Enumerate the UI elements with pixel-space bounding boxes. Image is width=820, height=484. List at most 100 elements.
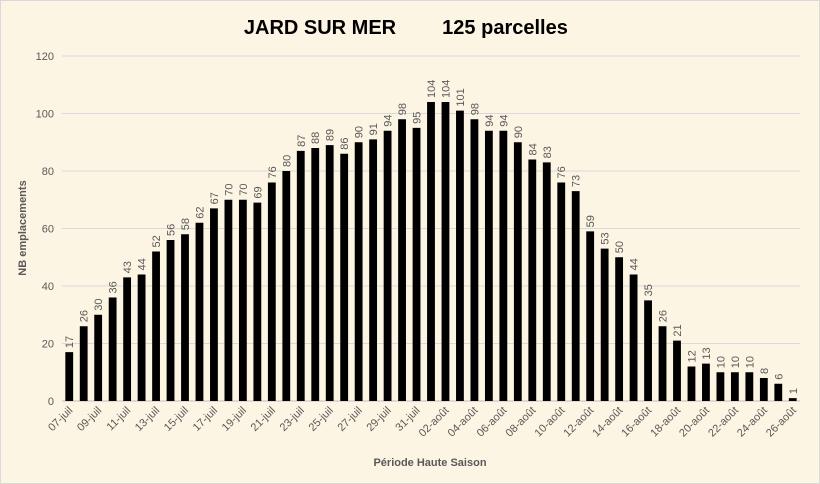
data-label: 95 — [412, 112, 424, 124]
bar — [745, 372, 754, 401]
bar — [484, 130, 493, 401]
data-label: 36 — [108, 281, 120, 293]
data-label: 1 — [788, 388, 800, 394]
bar — [542, 162, 551, 401]
data-label: 52 — [151, 235, 163, 247]
data-label: 76 — [267, 166, 279, 178]
data-label: 94 — [383, 115, 395, 127]
data-label: 26 — [658, 310, 670, 322]
data-label: 8 — [759, 368, 771, 374]
data-label: 44 — [137, 258, 149, 270]
y-tick-label: 100 — [36, 109, 54, 121]
bar — [629, 274, 638, 401]
bar — [759, 378, 768, 401]
bar — [354, 142, 363, 401]
chart-subtitle: 125 parcelles — [442, 17, 568, 39]
bar — [282, 171, 291, 401]
bar — [65, 352, 74, 401]
bar — [325, 145, 334, 401]
y-tick-label: 0 — [48, 396, 54, 408]
bar — [441, 102, 450, 401]
data-label: 50 — [614, 241, 626, 253]
y-tick-label: 60 — [42, 224, 54, 236]
data-label: 80 — [281, 155, 293, 167]
bar — [528, 159, 537, 401]
bar — [340, 153, 349, 401]
data-label: 70 — [238, 184, 250, 196]
data-label: 30 — [93, 299, 105, 311]
bar — [571, 191, 580, 401]
data-label: 89 — [325, 129, 337, 141]
bar — [152, 251, 160, 401]
data-label: 56 — [166, 224, 178, 236]
data-label: 76 — [556, 166, 568, 178]
data-label: 84 — [527, 143, 539, 155]
bar — [427, 102, 435, 401]
y-tick-label: 120 — [36, 51, 54, 63]
y-tick-label: 40 — [42, 281, 54, 293]
bar — [615, 257, 624, 401]
bar — [470, 119, 479, 401]
y-tick-label: 20 — [42, 339, 54, 351]
data-label: 87 — [296, 135, 308, 147]
bar — [79, 326, 88, 401]
bar — [687, 366, 696, 401]
data-label: 12 — [686, 350, 698, 362]
data-label: 98 — [397, 103, 409, 115]
bar — [311, 148, 320, 401]
data-label: 13 — [701, 347, 713, 359]
bar — [267, 182, 276, 401]
data-label: 67 — [209, 192, 221, 204]
data-label: 73 — [571, 175, 583, 187]
y-axis-title: NB emplacements — [17, 180, 29, 275]
bar — [166, 240, 175, 401]
bar — [788, 398, 797, 401]
bar — [456, 110, 464, 401]
bar — [644, 300, 652, 401]
bar — [658, 326, 667, 401]
data-label: 98 — [469, 103, 481, 115]
bar — [586, 231, 595, 401]
data-label: 86 — [339, 138, 351, 150]
bar — [296, 150, 305, 401]
bar — [94, 314, 103, 401]
data-label: 10 — [715, 356, 727, 368]
data-label: 90 — [354, 126, 366, 138]
data-label: 26 — [79, 310, 91, 322]
bar — [123, 277, 132, 401]
data-label: 10 — [744, 356, 756, 368]
data-label: 17 — [64, 336, 76, 348]
bar — [702, 363, 710, 401]
data-label: 94 — [498, 115, 510, 127]
data-label: 53 — [600, 232, 612, 244]
chart-title: JARD SUR MER — [244, 17, 397, 39]
data-label: 104 — [440, 80, 452, 98]
bar — [253, 202, 262, 401]
bar — [673, 340, 681, 401]
bar — [557, 182, 566, 401]
data-label: 88 — [310, 132, 322, 144]
data-label: 104 — [426, 80, 438, 98]
data-label: 94 — [484, 115, 496, 127]
bar — [369, 139, 378, 401]
bar — [195, 222, 204, 401]
bar — [224, 199, 233, 401]
data-label: 58 — [180, 218, 192, 230]
data-label: 83 — [542, 146, 554, 158]
data-label: 21 — [672, 324, 684, 336]
bar — [108, 297, 117, 401]
bar — [137, 274, 146, 401]
bar — [716, 372, 725, 401]
data-label: 70 — [223, 184, 235, 196]
data-label: 62 — [194, 207, 206, 219]
bar — [210, 208, 218, 401]
bar — [513, 142, 522, 401]
bar — [499, 130, 508, 401]
x-axis-title: Période Haute Saison — [373, 457, 486, 469]
data-label: 59 — [585, 215, 597, 227]
bar — [238, 199, 247, 401]
y-tick-label: 80 — [42, 166, 54, 178]
